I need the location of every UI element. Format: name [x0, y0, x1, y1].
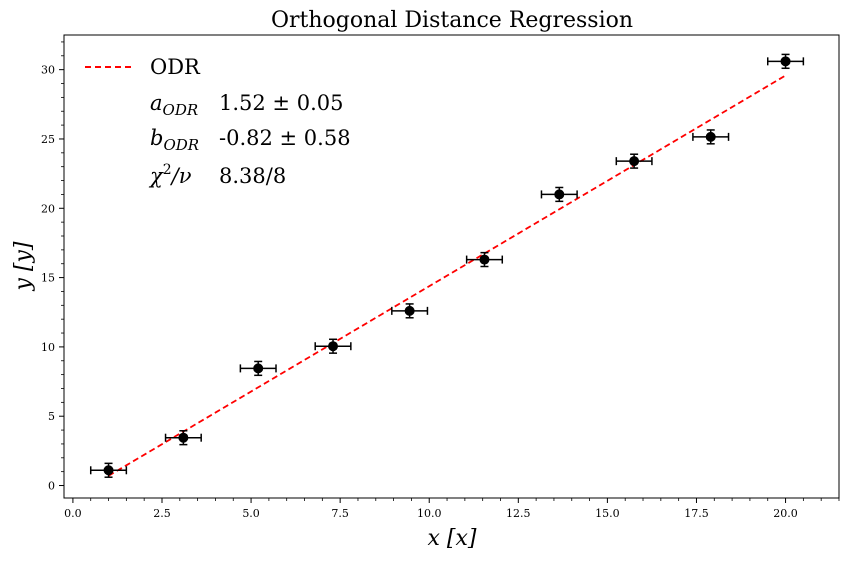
y-tick-label: 30	[41, 64, 55, 77]
param-chi-symbol: χ	[148, 164, 164, 188]
y-tick-label: 10	[41, 341, 55, 354]
y-tick-label: 5	[48, 410, 55, 423]
param-a-subscript: ODR	[163, 101, 199, 119]
legend-odr-label: ODR	[150, 55, 201, 79]
plot-frame	[63, 34, 840, 499]
x-tick-label: 17.5	[684, 507, 709, 520]
data-marker	[178, 432, 189, 443]
param-b-symbol: b	[150, 126, 163, 150]
data-marker	[780, 56, 791, 67]
param-b-subscript: ODR	[163, 136, 199, 154]
param-chi-suffix: /ν	[170, 164, 192, 188]
x-tick-label: 12.5	[506, 507, 531, 520]
y-tick-label: 20	[41, 202, 55, 215]
data-point	[540, 186, 578, 203]
data-point	[239, 360, 277, 377]
data-point	[615, 153, 653, 169]
data-marker	[404, 305, 415, 316]
param-a-value: 1.52 ± 0.05	[219, 91, 343, 115]
data-point	[314, 338, 352, 354]
data-point	[391, 303, 429, 319]
legend-param-a: aODR	[150, 91, 198, 119]
data-marker	[328, 341, 339, 352]
odr-fit-line	[108, 74, 787, 477]
x-tick-label: 5.0	[242, 507, 260, 520]
legend-param-b: bODR	[150, 126, 199, 154]
x-tick-label: 15.0	[595, 507, 620, 520]
data-point	[766, 53, 805, 70]
data-marker	[103, 465, 114, 476]
plot-area: 0.0 2.5 5.0 7.5 10.0 12.5 15.0 17.5 20.0 0 5 10 15 20…	[41, 34, 840, 520]
y-tick-label: 0	[48, 480, 55, 493]
data-point	[465, 251, 504, 268]
param-b-value: -0.82 ± 0.58	[219, 126, 351, 150]
axis-ticks: 0.0 2.5 5.0 7.5 10.0 12.5 15.0 17.5 20.0 0 5 10 15 20…	[41, 41, 840, 520]
x-tick-label: 0.0	[64, 507, 82, 520]
chart-title: Orthogonal Distance Regression	[271, 8, 633, 33]
x-axis-label: x [x]	[428, 526, 477, 551]
y-axis-label: y [y]	[11, 241, 36, 291]
data-point	[89, 462, 128, 478]
param-chi-superscript: 2	[163, 162, 172, 178]
data-marker	[554, 189, 565, 200]
data-point	[164, 430, 202, 446]
param-chi-value: 8.38/8	[219, 164, 286, 188]
x-tick-label: 20.0	[773, 507, 798, 520]
legend-param-chi: χ2/ν	[148, 162, 192, 188]
data-marker	[253, 363, 264, 374]
param-a-symbol: a	[150, 91, 163, 115]
x-tick-label: 7.5	[331, 507, 349, 520]
y-tick-label: 15	[41, 272, 55, 285]
data-point	[692, 129, 730, 145]
chart-marks	[89, 53, 805, 478]
x-tick-label: 10.0	[417, 507, 442, 520]
legend: ODR aODR 1.52 ± 0.05 bODR -0.82 ± 0.58 χ…	[85, 55, 351, 188]
data-marker	[705, 131, 716, 142]
data-marker	[479, 254, 490, 265]
x-tick-label: 2.5	[153, 507, 171, 520]
data-marker	[629, 156, 640, 167]
y-tick-label: 25	[41, 133, 55, 146]
